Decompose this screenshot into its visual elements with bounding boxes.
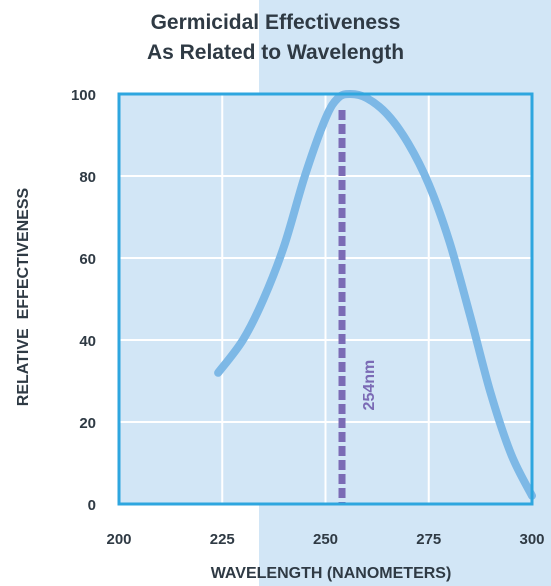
y-tick-20: 20 bbox=[79, 415, 96, 432]
y-tick-40: 40 bbox=[79, 333, 96, 350]
chart-title-line-1: Germicidal Effectiveness bbox=[150, 11, 401, 34]
reference-line-label: 254nm bbox=[361, 360, 378, 411]
x-tick-300: 300 bbox=[519, 531, 544, 548]
x-tick-275: 275 bbox=[416, 531, 441, 548]
y-tick-0: 0 bbox=[88, 497, 96, 514]
y-tick-100: 100 bbox=[71, 87, 96, 104]
y-tick-60: 60 bbox=[79, 251, 96, 268]
chart-title-line-2: As Related to Wavelength bbox=[146, 41, 405, 64]
plot-frame bbox=[117, 92, 534, 506]
x-tick-250: 250 bbox=[313, 531, 338, 548]
x-tick-200: 200 bbox=[106, 531, 131, 548]
x-axis-label: WAVELENGTH (NANOMETERS) bbox=[211, 565, 452, 582]
x-tick-225: 225 bbox=[210, 531, 235, 548]
y-axis-label: RELATIVE EFFECTIVENESS bbox=[15, 187, 32, 406]
y-tick-80: 80 bbox=[79, 169, 96, 186]
chart-title: Germicidal Effectiveness As Related to W… bbox=[0, 8, 551, 68]
effectiveness-curve bbox=[214, 90, 536, 500]
